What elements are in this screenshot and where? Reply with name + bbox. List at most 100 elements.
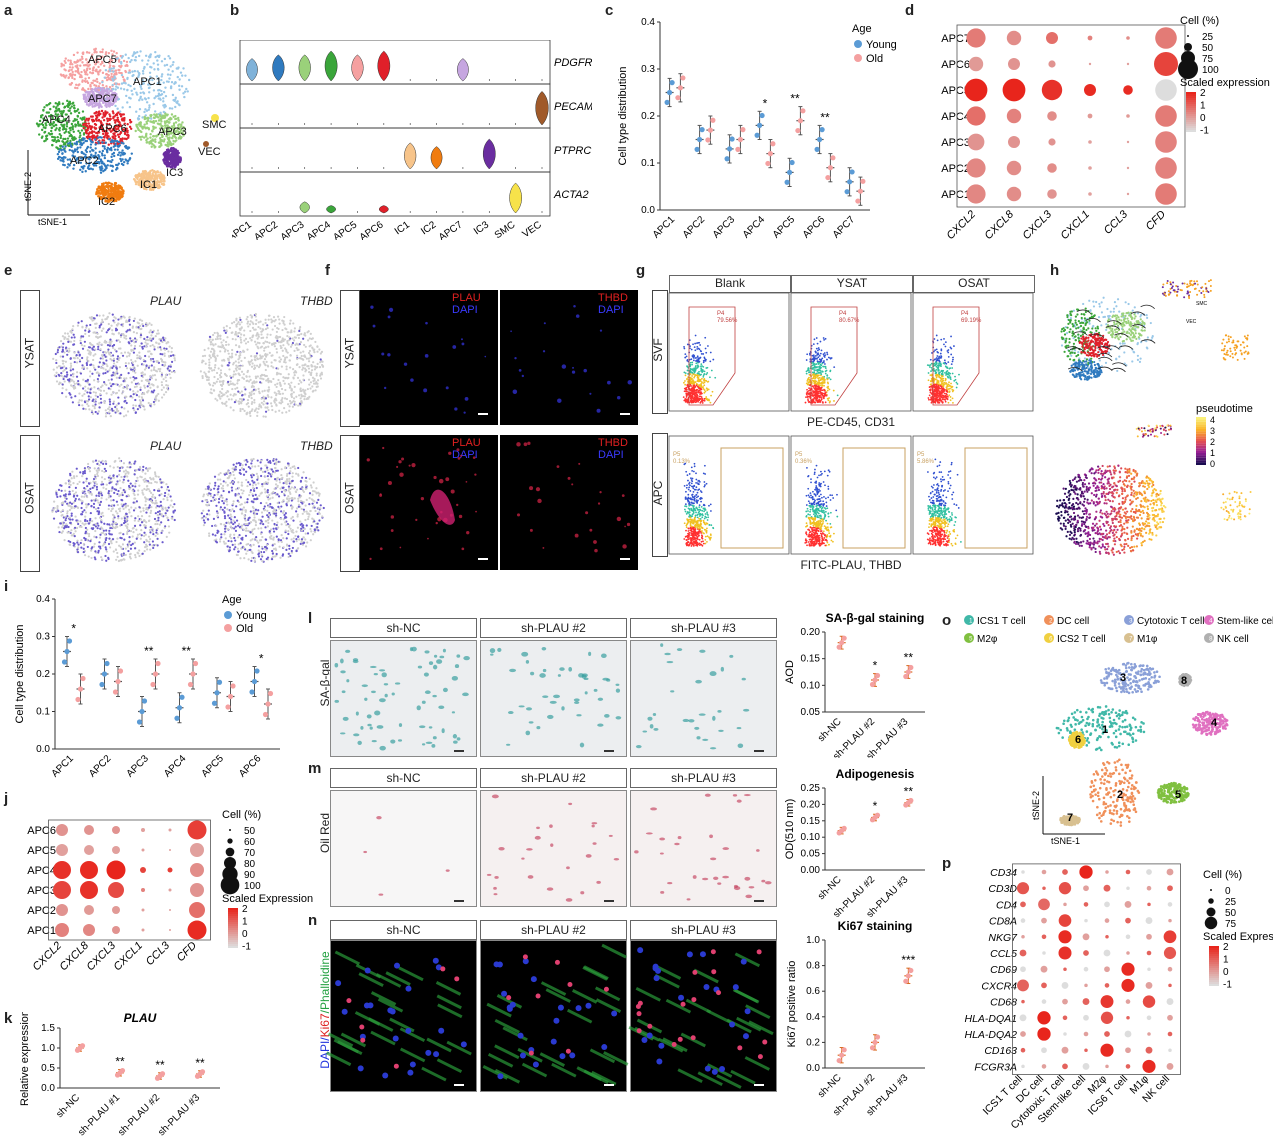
- feature-cell: [105, 550, 108, 553]
- tsne-point: [107, 200, 110, 204]
- tsne-point: [133, 87, 136, 91]
- feature-cell: [159, 352, 162, 356]
- x-category: APC4: [741, 214, 768, 240]
- feature-cell: [166, 496, 169, 499]
- tsne-point: [159, 83, 162, 86]
- feature-cell: [264, 368, 267, 372]
- tsne-point: [148, 71, 152, 75]
- tsne-point: [167, 121, 170, 124]
- tsne-point: [116, 86, 120, 89]
- feature-cell: [293, 349, 296, 352]
- feature-cell: [302, 337, 305, 340]
- tsne-point: [115, 186, 119, 190]
- dot: [1048, 60, 1056, 68]
- tsne-point: [94, 79, 97, 83]
- feature-cell: [118, 385, 121, 388]
- tsne-point: [172, 115, 175, 119]
- tsne-point: [61, 159, 64, 162]
- feature-cell: [121, 354, 125, 357]
- tsne-point: [166, 73, 170, 76]
- feature-cell: [61, 355, 65, 358]
- tsne-point: [61, 145, 64, 148]
- tsne-point: [42, 109, 45, 112]
- feature-cell: [60, 345, 63, 348]
- feature-cell: [283, 360, 286, 364]
- feature-cell: [253, 364, 256, 367]
- feature-cell: [237, 390, 240, 393]
- feature-cell: [199, 370, 202, 373]
- feature-cell: [62, 370, 65, 373]
- tsne-point: [110, 160, 113, 164]
- tsne-point: [101, 80, 104, 84]
- tsne-point: [47, 115, 51, 118]
- tsne-point: [142, 82, 145, 85]
- feature-cell: [92, 345, 95, 348]
- feature-cell: [153, 488, 156, 492]
- feature-cell: [161, 353, 164, 356]
- tsne-point: [165, 114, 169, 117]
- tsne-point: [139, 97, 142, 100]
- feature-cell: [271, 408, 274, 412]
- tsne-point: [86, 126, 90, 130]
- tsne-point: [144, 170, 147, 173]
- tsne-point: [116, 57, 120, 60]
- feature-cell: [239, 353, 242, 357]
- legend-old: Old: [866, 53, 883, 65]
- tsne-point: [112, 137, 115, 140]
- feature-cell: [75, 375, 79, 378]
- feature-cell: [284, 388, 287, 392]
- cluster-label-apc2: APC2: [70, 155, 99, 167]
- tsne-point: [165, 80, 169, 83]
- feature-cell: [107, 348, 110, 351]
- feature-cell: [139, 334, 143, 337]
- tsne-point: [78, 136, 81, 139]
- feature-cell: [321, 360, 324, 363]
- feature-cell: [203, 348, 206, 352]
- tsne-point: [64, 61, 67, 65]
- tsne-point: [112, 189, 116, 192]
- feature-cell: [226, 364, 229, 367]
- tsne-point: [110, 103, 114, 106]
- tsne-point: [93, 105, 96, 108]
- tsne-point: [171, 63, 174, 66]
- feature-cell: [84, 389, 87, 392]
- dot: [1008, 136, 1020, 148]
- feature-cell: [289, 345, 293, 348]
- feature-cell: [153, 471, 157, 474]
- tsne-point: [94, 147, 97, 150]
- feature-cell: [256, 337, 259, 340]
- tsne-point: [163, 57, 167, 61]
- tsne-point: [142, 125, 145, 128]
- feature-cell: [245, 403, 248, 406]
- feature-cell: [213, 350, 216, 353]
- dot: [1123, 85, 1133, 95]
- feature-cell: [97, 410, 100, 413]
- tsne-point: [156, 181, 159, 185]
- tsne-point: [159, 117, 162, 121]
- tsne-point: [91, 120, 95, 123]
- feature-cell: [70, 384, 73, 387]
- tsne-point: [156, 63, 160, 66]
- feature-cell: [99, 348, 102, 351]
- tsne-point: [120, 56, 124, 59]
- panel-e-label: e: [4, 262, 13, 279]
- tsne-point: [88, 155, 92, 159]
- feature-cell: [138, 351, 141, 354]
- feature-cell: [227, 380, 230, 383]
- feature-cell: [267, 365, 270, 368]
- tsne-point: [126, 129, 129, 132]
- tsne-point: [63, 59, 66, 63]
- feature-cell: [267, 345, 270, 348]
- tsne-point: [117, 68, 120, 72]
- dot: [1006, 160, 1022, 176]
- data-point: [694, 146, 700, 152]
- tsne-point: [66, 137, 70, 140]
- gene-thbd-1: THBD: [300, 294, 333, 308]
- tsne-point: [114, 194, 117, 197]
- violin-shape: [351, 54, 364, 82]
- tsne-point: [153, 68, 156, 71]
- feature-cell: [131, 370, 135, 373]
- tsne-point: [85, 139, 89, 143]
- feature-cell: [262, 342, 265, 345]
- feature-cell: [94, 326, 97, 329]
